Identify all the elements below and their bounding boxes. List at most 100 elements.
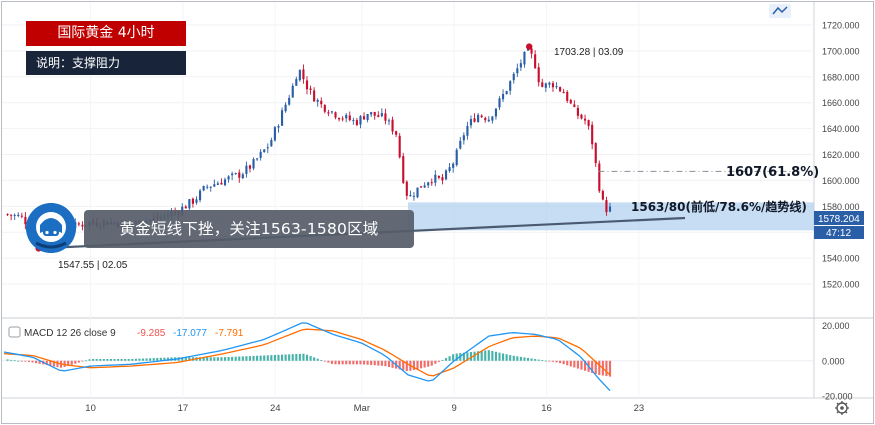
macd-histogram-bar xyxy=(323,360,326,362)
time-tick-label: 23 xyxy=(634,403,645,414)
last-price-badge xyxy=(814,211,864,225)
candle-body xyxy=(252,159,255,169)
macd-histogram-bar xyxy=(402,360,405,371)
macd-histogram-bar xyxy=(391,360,394,368)
macd-histogram-bar xyxy=(156,357,159,361)
candle-body xyxy=(462,135,465,141)
candle-body xyxy=(405,181,408,196)
macd-histogram-bar xyxy=(437,360,440,362)
macd-histogram-bar xyxy=(291,354,294,361)
macd-histogram-bar xyxy=(52,360,55,367)
candle-body xyxy=(345,114,348,119)
macd-histogram-bar xyxy=(95,359,98,361)
candle-body xyxy=(519,63,522,68)
candle-body xyxy=(330,111,334,113)
macd-histogram-bar xyxy=(534,359,537,361)
candle-body xyxy=(420,186,423,188)
macd-histogram-bar xyxy=(92,359,95,361)
macd-histogram-bar xyxy=(562,360,565,365)
macd-histogram-bar xyxy=(423,360,426,368)
candle-body xyxy=(491,116,494,121)
countdown-badge xyxy=(814,226,864,239)
macd-histogram-bar xyxy=(70,360,73,365)
candle-body xyxy=(220,182,223,185)
macd-histogram-bar xyxy=(398,360,401,370)
candle-body xyxy=(81,224,84,227)
macd-histogram-bar xyxy=(355,360,358,365)
candle-body xyxy=(494,108,497,117)
macd-signal-value: -7.791 xyxy=(215,328,244,339)
macd-signal-line xyxy=(3,328,611,377)
support-zone-label: 1563/80(前低/78.6%/趋势线) xyxy=(631,199,807,214)
candle-body xyxy=(583,118,587,121)
macd-histogram-bar xyxy=(109,359,113,361)
candle-body xyxy=(541,82,544,87)
macd-histogram-bar xyxy=(231,356,234,361)
macd-histogram-bar xyxy=(223,357,227,361)
macd-histogram-bar xyxy=(430,360,433,366)
macd-histogram-bar xyxy=(6,359,9,361)
macd-histogram-bar xyxy=(420,360,423,369)
time-axis[interactable]: 10 17 24 Mar 9 16 23 xyxy=(85,403,644,414)
corner-mark-icon xyxy=(769,4,791,18)
macd-histogram-bar xyxy=(131,358,134,361)
macd-histogram-bar xyxy=(213,357,216,361)
macd-histogram-bar xyxy=(327,360,330,363)
candle-body xyxy=(501,94,505,100)
macd-histogram-bar xyxy=(220,357,223,361)
candle-body xyxy=(316,99,319,102)
candle-body xyxy=(227,176,230,180)
settings-gear-icon[interactable] xyxy=(835,401,849,415)
candle-body xyxy=(452,163,455,168)
candle-body xyxy=(209,186,212,188)
candle-body xyxy=(184,206,187,209)
macd-histogram-bar xyxy=(159,357,162,361)
macd-histogram-bar xyxy=(102,359,105,361)
macd-histogram-bar xyxy=(138,358,141,361)
candle-body xyxy=(270,139,273,147)
macd-histogram-bar xyxy=(227,357,230,361)
analysis-callout: 黄金短线下挫，关注1563-1580区域 xyxy=(84,210,414,248)
macd-histogram-bar xyxy=(444,358,448,361)
chart-description: 说明：支撑阻力 xyxy=(26,51,186,75)
macd-histogram-bar xyxy=(594,360,597,375)
macd-histogram-bar xyxy=(580,360,583,370)
macd-histogram-bar xyxy=(149,358,152,361)
macd-histogram-bar xyxy=(206,357,209,361)
macd-histogram-bar xyxy=(31,360,34,363)
time-tick-label: 16 xyxy=(541,403,552,414)
candle-body xyxy=(594,143,597,164)
candle-body xyxy=(466,125,469,136)
macd-histogram-bar xyxy=(117,359,120,361)
analyst-avatar xyxy=(26,203,76,253)
macd-histogram-bar xyxy=(359,360,362,365)
candle-body xyxy=(338,117,341,120)
macd-line-value: -17.077 xyxy=(173,328,207,339)
candle-body xyxy=(191,198,194,204)
time-tick-label: 24 xyxy=(270,403,281,414)
candle-body xyxy=(534,54,537,69)
macd-histogram-bar xyxy=(99,359,102,361)
macd-histogram-bar xyxy=(10,359,13,361)
macd-histogram-bar xyxy=(56,360,59,368)
macd-histogram-bar xyxy=(377,360,380,366)
macd-collapse-icon[interactable] xyxy=(8,326,21,338)
macd-histogram-bar xyxy=(27,360,31,363)
macd-histogram-bar xyxy=(519,356,522,361)
grid-lines xyxy=(2,2,814,398)
macd-histogram-bar xyxy=(259,355,262,361)
macd-histogram-bar xyxy=(273,354,276,361)
candle-body xyxy=(523,51,526,65)
candle-body xyxy=(402,156,405,183)
candle-body xyxy=(216,183,219,185)
instrument-title: 国际黄金 4小时 xyxy=(26,21,186,46)
macd-histogram-bar xyxy=(434,360,437,364)
candle-body xyxy=(427,182,430,186)
swing-low-label: 1547.55 | 02.05 xyxy=(58,260,128,271)
candle-body xyxy=(608,206,612,212)
macd-histogram-bar xyxy=(316,358,319,361)
candle-body xyxy=(605,200,608,213)
candle-body xyxy=(188,199,191,209)
candle-body xyxy=(238,172,241,178)
macd-histogram-bar xyxy=(462,352,465,361)
